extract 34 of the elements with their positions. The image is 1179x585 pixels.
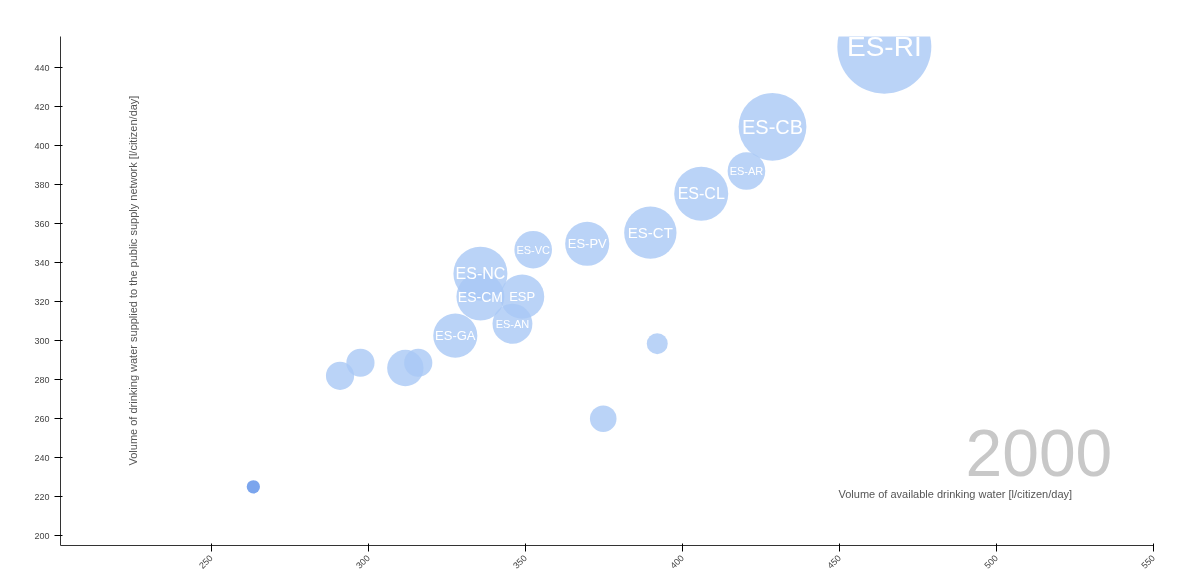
annotation: ES-GA bbox=[435, 328, 476, 344]
x-tick-label: 350 bbox=[511, 552, 529, 571]
annotation: ESP bbox=[509, 289, 536, 305]
annotation: ES-AR bbox=[729, 165, 764, 178]
y-tick-label: 240 bbox=[34, 452, 50, 463]
y-tick-label: 340 bbox=[34, 257, 50, 268]
y-tick-label: 220 bbox=[34, 491, 50, 502]
x-tick-label: 550 bbox=[1139, 552, 1158, 571]
y-tick-label: 380 bbox=[34, 179, 50, 190]
y-tick-label: 280 bbox=[34, 374, 50, 385]
y-tick-label: 360 bbox=[34, 218, 50, 229]
y-tick-label: 400 bbox=[34, 140, 50, 151]
y-tick-label: 200 bbox=[34, 530, 50, 541]
y-tick-label: 420 bbox=[34, 101, 50, 112]
y-tick-label: 300 bbox=[34, 335, 50, 346]
annotation: ES-CL bbox=[677, 185, 725, 203]
x-tick-label: 500 bbox=[982, 552, 1001, 571]
annotation: ES-CB bbox=[741, 115, 804, 138]
x-tick-label: 300 bbox=[354, 552, 372, 571]
annotation: ES-VC bbox=[516, 243, 551, 256]
annotation: ES-CM bbox=[457, 288, 503, 305]
annotation: ES-AN bbox=[495, 317, 530, 330]
x-axis-title: Volume of available drinking water [l/citizen/day] bbox=[838, 487, 1073, 500]
x-tick-label: 250 bbox=[197, 552, 215, 571]
annotation: ES-PV bbox=[567, 236, 608, 252]
annotation: ES-CT bbox=[627, 224, 673, 242]
y-tick-label: 320 bbox=[34, 296, 50, 307]
x-tick-label: 400 bbox=[668, 552, 686, 571]
annotation: ES-RI bbox=[847, 31, 922, 63]
y-tick-label: 260 bbox=[34, 413, 50, 424]
x-tick-label: 450 bbox=[825, 552, 843, 571]
y-tick-label: 440 bbox=[34, 62, 50, 73]
annotation: ES-NC bbox=[455, 265, 506, 283]
y-axis-title: Volume of drinking water supplied to the public supply network [l/citizen/day] bbox=[126, 95, 139, 466]
